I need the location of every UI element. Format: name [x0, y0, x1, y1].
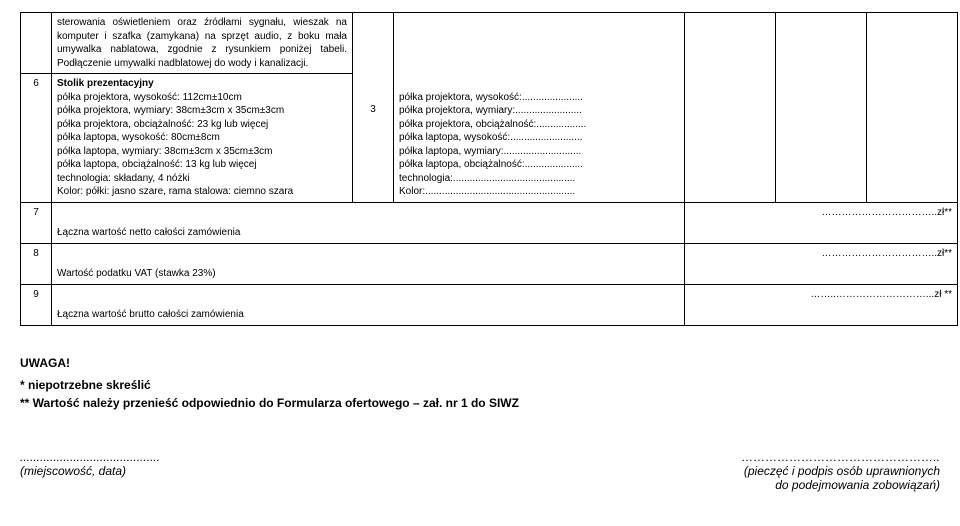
row8-value: ……………………………..zł** [685, 243, 958, 284]
blank-cell [776, 13, 867, 203]
footer-right-dots: ………………………………………….. [741, 450, 940, 464]
signature-footer: ........................................… [20, 450, 940, 492]
row8-label: Wartość podatku VAT (stawka 23%) [52, 243, 685, 284]
desc-line: półka laptopa, wymiary: 38cm±3cm x 35cm±… [57, 146, 273, 157]
row-7: 7 Łączna wartość netto całości zamówieni… [21, 202, 958, 243]
row8-label-text: Wartość podatku VAT (stawka 23%) [57, 268, 216, 279]
spec-line: półka projektora, wymiary:..............… [399, 104, 679, 118]
footer-left: ........................................… [20, 450, 160, 492]
desc-line: półka projektora, wysokość: 112cm±10cm [57, 92, 242, 103]
spec-line: półka laptopa, wymiary:.................… [399, 145, 679, 159]
spec-line: półka projektora, obciążalność:.........… [399, 118, 679, 132]
row8-num: 8 [21, 243, 52, 284]
row6-title: Stolik prezentacyjny [57, 78, 154, 89]
spec-table: sterowania oświetleniem oraz źródłami sy… [20, 12, 958, 326]
row5-num [21, 13, 52, 74]
uwaga-heading: UWAGA! [20, 356, 940, 370]
footer-left-label: (miejscowość, data) [20, 464, 126, 478]
desc-line: półka laptopa, wysokość: 80cm±8cm [57, 132, 220, 143]
notes-section: UWAGA! * niepotrzebne skreślić ** Wartoś… [20, 356, 940, 410]
row9-label: Łączna wartość brutto całości zamówienia [52, 284, 685, 325]
spec-line: półka laptopa, wysokość:................… [399, 131, 679, 145]
blank-cell [867, 13, 958, 203]
row5-desc: sterowania oświetleniem oraz źródłami sy… [52, 13, 353, 74]
row6-num: 6 [21, 74, 52, 203]
row7-num: 7 [21, 202, 52, 243]
footer-right-line1: (pieczęć i podpis osób uprawnionych [744, 464, 940, 478]
footer-right: ………………………………………….. (pieczęć i podpis osó… [741, 450, 940, 492]
row-5-continuation: sterowania oświetleniem oraz źródłami sy… [21, 13, 958, 74]
spec-line: Kolor:..................................… [399, 185, 679, 199]
row6-qty: 3 [353, 13, 394, 203]
row9-num: 9 [21, 284, 52, 325]
desc-line: półka projektora, wymiary: 38cm±3cm x 35… [57, 105, 284, 116]
note-1: * niepotrzebne skreślić [20, 378, 940, 392]
row6-spec: półka projektora, wysokość:.............… [394, 13, 685, 203]
row9-label-text: Łączna wartość brutto całości zamówienia [57, 309, 244, 320]
row7-label-text: Łączna wartość netto całości zamówienia [57, 227, 240, 238]
row9-value: ……..………………………...zł ** [685, 284, 958, 325]
blank-cell [685, 13, 776, 203]
row7-value: ……………………………..zł** [685, 202, 958, 243]
note-2: ** Wartość należy przenieść odpowiednio … [20, 396, 940, 410]
desc-line: półka laptopa, obciążalność: 13 kg lub w… [57, 159, 257, 170]
row6-desc: Stolik prezentacyjny półka projektora, w… [52, 74, 353, 203]
desc-line: technologia: składany, 4 nóżki [57, 173, 190, 184]
row-9: 9 Łączna wartość brutto całości zamówien… [21, 284, 958, 325]
footer-right-line2: do podejmowania zobowiązań) [775, 478, 940, 492]
desc-line: Kolor: półki: jasno szare, rama stalowa:… [57, 186, 293, 197]
row-8: 8 Wartość podatku VAT (stawka 23%) ……………… [21, 243, 958, 284]
spec-line: półka laptopa, obciążalność:............… [399, 158, 679, 172]
desc-line: półka projektora, obciążalność: 23 kg lu… [57, 119, 268, 130]
spec-line: półka projektora, wysokość:.............… [399, 91, 679, 105]
row7-label: Łączna wartość netto całości zamówienia [52, 202, 685, 243]
spec-line: technologia:............................… [399, 172, 679, 186]
footer-left-dots: ........................................… [20, 450, 160, 464]
